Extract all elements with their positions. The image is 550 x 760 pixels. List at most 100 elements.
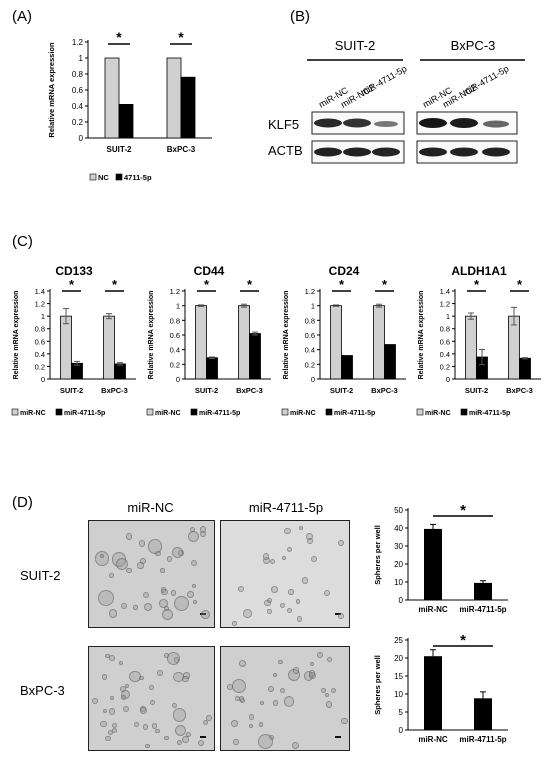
y-tick-label: 0: [79, 134, 84, 143]
legend-label: NC: [98, 173, 109, 182]
sphere: [227, 684, 233, 690]
sphere: [191, 560, 197, 566]
sphere: [164, 736, 169, 741]
legend-swatch: [147, 409, 153, 415]
sphere: [109, 573, 114, 578]
y-tick-label: 1.4: [35, 287, 45, 296]
y-tick-label: 25: [394, 636, 403, 645]
bar-treated: [181, 77, 195, 138]
y-tick-label: 40: [394, 524, 403, 533]
sphere: [100, 721, 106, 727]
y-tick-label: 0.8: [440, 325, 450, 334]
legend-label: 4711-5p: [124, 173, 152, 182]
sphere: [321, 688, 326, 693]
sphere: [160, 568, 164, 572]
significance-star: *: [339, 277, 345, 292]
sphere-micrograph-suit2-mir4711: [220, 520, 350, 628]
y-tick-label: 15: [394, 672, 403, 681]
sphere: [288, 589, 294, 595]
y-tick-label: 0: [176, 375, 180, 384]
sphere: [240, 698, 245, 703]
y-tick-label: 1.4: [440, 287, 450, 296]
y-tick-label: 20: [394, 560, 403, 569]
sphere: [287, 547, 292, 552]
sphere: [133, 605, 138, 610]
bar-control: [105, 58, 119, 138]
sphere: [177, 740, 183, 746]
sphere: [238, 586, 244, 592]
legend-label: miR-4711-5p: [199, 410, 240, 417]
sphere: [150, 700, 155, 705]
sphere: [260, 701, 264, 705]
column-label-mir-nc: miR-NC: [88, 500, 213, 515]
bar-treated: [385, 345, 396, 379]
bar-control: [374, 306, 385, 379]
significance-star: *: [517, 277, 523, 292]
sphere: [327, 657, 332, 662]
sphere: [270, 559, 275, 564]
sphere: [284, 696, 294, 706]
sphere: [233, 739, 238, 744]
sphere: [278, 660, 282, 664]
sphere: [299, 526, 303, 530]
sphere: [258, 734, 273, 749]
y-tick-label: 0.4: [440, 350, 450, 359]
sphere: [231, 720, 237, 726]
bar-control: [61, 316, 72, 379]
sphere: [126, 533, 133, 540]
row-label-bxpc-3: BxPC-3: [20, 683, 65, 698]
sphere: [109, 708, 116, 715]
x-tick-label: miR-NC: [418, 605, 448, 614]
panel-d-chart-suit2: Spheres per well01020304050miR-NC miR-471…: [368, 500, 518, 625]
y-tick-label: 0.6: [72, 86, 84, 95]
sphere: [149, 685, 154, 690]
y-axis-label: Spheres per well: [373, 655, 382, 715]
panel-label-a: (A): [12, 8, 32, 25]
sphere: [282, 556, 287, 561]
row-label-suit-2: SUIT-2: [20, 568, 60, 583]
sphere: [109, 655, 115, 661]
sphere: [338, 613, 344, 619]
sphere: [201, 610, 210, 619]
sphere: [188, 531, 199, 542]
sphere: [161, 589, 167, 595]
panel-c-chart-cd133: CD133 Relative mRNA expression 0 0.2 0.4 0.6 0…: [8, 255, 143, 465]
panel-a-chart: Relative mRNA expression 0 0.2 0.4 0.6 0.8 1 1.…: [40, 28, 250, 198]
y-tick-label: 1.2: [72, 38, 84, 47]
sphere: [338, 540, 344, 546]
sphere: [187, 591, 194, 598]
legend-label: miR-NC: [425, 410, 451, 417]
sphere: [143, 592, 149, 598]
sphere: [105, 654, 109, 658]
y-tick-label: 0.6: [440, 337, 450, 346]
sphere: [123, 706, 129, 712]
sphere: [167, 556, 172, 561]
x-tick-label: SUIT-2: [330, 386, 353, 395]
significance-star: *: [460, 502, 466, 519]
bar-treated: [250, 334, 261, 379]
protein-label-klf5: KLF5: [268, 117, 299, 132]
x-tick-label: BxPC-3: [506, 386, 533, 395]
sphere: [139, 540, 146, 547]
significance-star: *: [382, 277, 388, 292]
y-axis-label: Relative mRNA expression: [148, 291, 155, 380]
sphere: [273, 673, 277, 677]
y-tick-label: 0.6: [305, 331, 315, 340]
sphere: [243, 609, 252, 618]
blot-cell-line-label: BxPC-3: [451, 38, 496, 53]
y-tick-label: 20: [394, 654, 403, 663]
x-tick-label: miR-NC: [418, 735, 448, 744]
sphere: [239, 660, 246, 667]
sphere: [193, 600, 197, 604]
legend-swatch: [191, 409, 197, 415]
y-tick-label: 0.4: [35, 350, 45, 359]
chart-title: CD44: [194, 264, 225, 278]
legend-label: miR-4711-5p: [334, 410, 375, 417]
sphere: [116, 558, 128, 570]
bar-control: [196, 306, 207, 379]
y-tick-label: 0.8: [305, 316, 315, 325]
sphere: [112, 723, 117, 728]
legend-swatch: [282, 409, 288, 415]
y-tick-label: 0.2: [35, 362, 45, 371]
sphere: [331, 688, 336, 693]
